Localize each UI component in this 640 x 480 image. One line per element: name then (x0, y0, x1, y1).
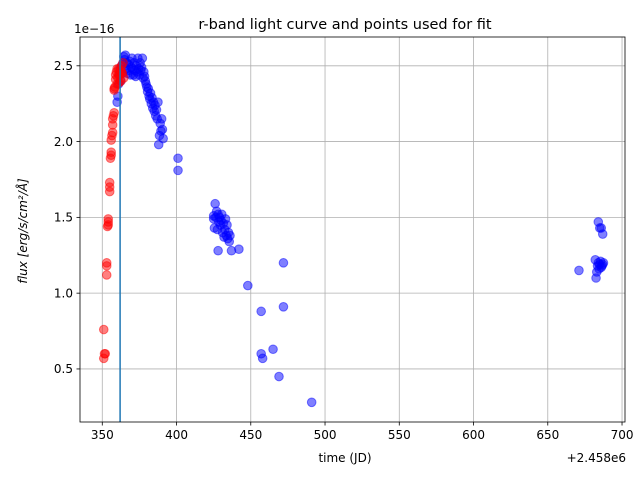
data-point (225, 230, 235, 241)
data-point (257, 353, 268, 364)
x-tick-label: 450 (239, 428, 262, 442)
y-tick-label: 1.5 (54, 211, 73, 225)
data-point (103, 214, 114, 224)
data-points (98, 50, 609, 408)
data-point (278, 302, 289, 312)
data-point (243, 280, 253, 291)
data-point (173, 165, 183, 176)
data-point (109, 107, 119, 118)
y-tick-label: 1.0 (54, 286, 73, 300)
x-tick-label: 500 (314, 428, 337, 442)
data-point (100, 348, 111, 359)
data-point (98, 324, 109, 335)
data-point (137, 53, 148, 64)
y-tick-label: 2.0 (54, 135, 73, 149)
data-point (173, 153, 183, 164)
plot-frame (79, 36, 626, 423)
x-tick-label: 350 (91, 428, 114, 442)
data-point (158, 133, 168, 144)
x-tick-label: 600 (462, 428, 485, 442)
data-point (598, 258, 609, 268)
data-point (222, 220, 232, 230)
x-tick-label: 700 (611, 428, 634, 442)
y-tick-label: 2.5 (54, 59, 73, 73)
y-tick-label: 0.5 (54, 362, 73, 376)
data-point (101, 270, 112, 280)
data-point (104, 177, 115, 188)
data-point (213, 245, 223, 256)
data-point (278, 258, 289, 268)
data-point (597, 229, 608, 239)
y-axis-label: flux [erg/s/cm²/Å] (15, 178, 30, 284)
grid (80, 37, 625, 422)
x-tick-label: 550 (388, 428, 411, 442)
y-scale-text: 1e−16 (74, 22, 114, 36)
data-point (153, 97, 163, 107)
axes-frame (79, 36, 626, 423)
data-point (274, 371, 284, 382)
data-point (151, 104, 162, 115)
data-point (234, 244, 244, 255)
data-point (157, 124, 168, 135)
data-point (106, 147, 116, 157)
x-tick-label: 650 (536, 428, 559, 442)
axis-ticks: 350 400 450 500 550 600 650 700 0.5 1.0 1.5 2.0 2.5 (54, 59, 634, 442)
data-point (210, 198, 220, 209)
data-point (268, 344, 278, 355)
data-point (101, 258, 112, 268)
data-point (574, 265, 584, 276)
chart-title: r-band light curve and points used for f… (198, 17, 492, 33)
data-point (156, 114, 167, 124)
data-point (256, 306, 266, 317)
data-point (306, 397, 317, 408)
x-offset-text: +2.458e6 (567, 451, 626, 465)
x-tick-label: 400 (165, 428, 188, 442)
x-axis-label: time (JD) (318, 451, 371, 465)
data-point (118, 57, 128, 68)
